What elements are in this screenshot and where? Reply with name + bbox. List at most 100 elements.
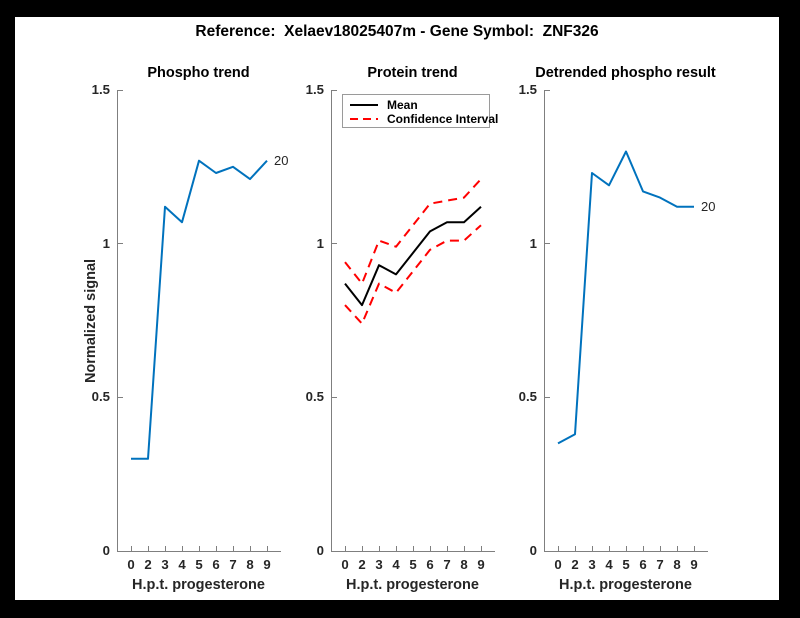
y-tick-label: 1.5 <box>91 82 110 97</box>
x-tick-label: 3 <box>375 557 383 572</box>
x-tick-mark <box>198 546 200 551</box>
y-tick-mark <box>118 243 123 245</box>
x-tick-mark <box>557 546 559 551</box>
x-tick-label: 2 <box>144 557 152 572</box>
y-tick-label: 0.5 <box>91 389 110 405</box>
x-tick-mark <box>361 546 363 551</box>
x-tick-label: 2 <box>358 557 366 572</box>
y-tick-mark <box>332 90 337 91</box>
legend-item-mean: Mean <box>350 98 489 112</box>
x-tick-label: 6 <box>639 557 647 572</box>
y-tick-label: 0.5 <box>518 389 537 405</box>
y-tick-label: 1 <box>316 235 324 251</box>
y-tick-mark <box>545 396 550 398</box>
subplot-title: Phospho trend <box>147 65 250 81</box>
y-tick-mark <box>332 396 337 398</box>
x-tick-label: 8 <box>460 557 468 572</box>
legend-item-confidence-interval: Confidence Interval <box>350 112 498 126</box>
x-axis-label: H.p.t. progesterone <box>346 577 479 593</box>
subplot-title: Detrended phospho result <box>535 65 716 81</box>
x-tick-mark <box>625 546 627 551</box>
x-tick-label: 3 <box>161 557 169 572</box>
x-tick-label: 5 <box>622 557 630 572</box>
x-tick-label: 5 <box>195 557 203 572</box>
x-tick-label: 7 <box>443 557 451 572</box>
x-tick-label: 4 <box>392 557 400 572</box>
x-tick-label: 8 <box>246 557 254 572</box>
x-tick-mark <box>344 546 346 551</box>
x-tick-label: 0 <box>341 557 349 572</box>
x-tick-mark <box>147 546 149 551</box>
x-tick-label: 2 <box>571 557 579 572</box>
axes-area: Mean Confidence Interval 0 2 3 4 5 6 7 8 9 0 0.5 1 1… <box>306 82 499 572</box>
series-detrended-phospho-signal <box>557 150 694 445</box>
x-tick-label: 4 <box>605 557 613 572</box>
y-tick-mark <box>545 243 550 245</box>
series-phospho-signal <box>131 159 268 460</box>
y-tick-label: 1 <box>102 235 110 251</box>
x-tick-mark <box>164 546 166 551</box>
x-tick-mark <box>395 546 397 551</box>
x-tick-label: 9 <box>477 557 485 572</box>
axes-area: 20 0 2 3 4 5 6 7 8 9 0 0.5 1 1.5 <box>92 82 289 572</box>
x-tick-mark <box>215 546 217 551</box>
x-tick-label: 4 <box>178 557 186 572</box>
series-confidence-interval-upper <box>344 178 482 285</box>
axes-area: 20 0 2 3 4 5 6 7 8 9 0 0.5 1 1.5 <box>519 82 716 572</box>
x-tick-mark <box>676 546 678 551</box>
plot-lines <box>131 159 268 460</box>
y-tick-label: 1 <box>529 235 537 251</box>
y-tick-label: 0 <box>316 543 324 558</box>
x-axis-label: H.p.t. progesterone <box>132 577 265 593</box>
y-tick-label: 0.5 <box>305 389 324 405</box>
x-tick-mark <box>249 546 251 551</box>
x-tick-mark <box>574 546 576 551</box>
x-tick-mark <box>446 546 448 551</box>
x-tick-mark <box>659 546 661 551</box>
series-mean <box>344 206 482 307</box>
x-tick-mark <box>266 546 268 551</box>
x-tick-mark <box>693 546 695 551</box>
end-annotation: 20 <box>701 198 716 214</box>
end-annotation: 20 <box>274 152 289 168</box>
x-tick-label: 7 <box>229 557 237 572</box>
legend-confidence-line-sample <box>350 118 378 120</box>
legend-label-confidence-interval: Confidence Interval <box>387 112 499 126</box>
x-tick-mark <box>181 546 183 551</box>
x-tick-mark <box>378 546 380 551</box>
x-tick-label: 8 <box>673 557 681 572</box>
x-tick-label: 5 <box>409 557 417 572</box>
x-tick-mark <box>412 546 414 551</box>
x-tick-label: 0 <box>127 557 135 572</box>
y-tick-label: 1.5 <box>305 82 324 97</box>
y-axis-label: Normalized signal <box>83 258 99 383</box>
y-tick-mark <box>545 90 550 91</box>
x-tick-label: 6 <box>212 557 220 572</box>
figure-canvas: Reference: Xelaev18025407m - Gene Symbol… <box>15 17 779 600</box>
x-tick-label: 9 <box>263 557 271 572</box>
legend: Mean Confidence Interval <box>342 94 498 128</box>
x-tick-label: 0 <box>554 557 562 572</box>
legend-label-mean: Mean <box>387 98 418 112</box>
x-tick-mark <box>591 546 593 551</box>
x-tick-mark <box>429 546 431 551</box>
series-confidence-interval-lower <box>344 224 482 325</box>
y-tick-label: 0 <box>102 543 110 558</box>
plot-lines <box>344 178 482 325</box>
x-tick-mark <box>232 546 234 551</box>
plot-lines <box>557 150 694 445</box>
y-tick-mark <box>118 396 123 398</box>
subplot-title: Protein trend <box>367 65 458 81</box>
x-tick-label: 6 <box>426 557 434 572</box>
x-tick-label: 7 <box>656 557 664 572</box>
y-tick-mark <box>332 243 337 245</box>
subplot-protein-trend: Protein trend Mean Confidence Interval 0… <box>306 65 499 593</box>
y-tick-mark <box>118 90 123 91</box>
y-tick-label: 1.5 <box>518 82 537 97</box>
legend-mean-line-sample <box>350 104 378 106</box>
figure-suptitle: Reference: Xelaev18025407m - Gene Symbol… <box>195 23 599 40</box>
subplot-detrended-phospho: Detrended phospho result 20 0 2 3 4 5 6 7 8 9 0 0.… <box>519 65 716 593</box>
x-tick-mark <box>480 546 482 551</box>
